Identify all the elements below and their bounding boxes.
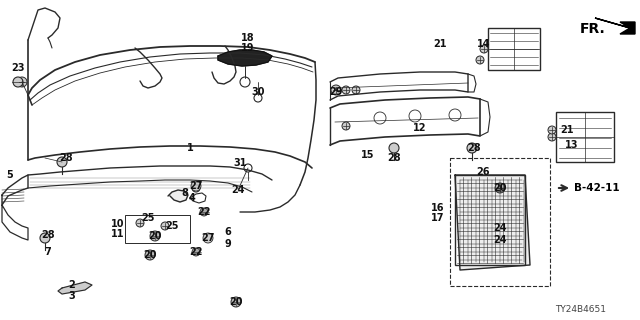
Text: 6: 6 <box>225 227 232 237</box>
Circle shape <box>231 297 241 307</box>
Circle shape <box>191 181 201 191</box>
Circle shape <box>161 222 169 230</box>
Text: 26: 26 <box>476 167 490 177</box>
Text: 28: 28 <box>59 153 73 163</box>
Circle shape <box>57 157 67 167</box>
Text: 22: 22 <box>189 247 203 257</box>
Text: 28: 28 <box>467 143 481 153</box>
Text: FR.: FR. <box>580 22 605 36</box>
Text: 30: 30 <box>252 87 265 97</box>
Text: TY24B4651: TY24B4651 <box>555 306 606 315</box>
Circle shape <box>40 233 50 243</box>
Text: 20: 20 <box>143 250 157 260</box>
Text: 27: 27 <box>189 181 203 191</box>
Polygon shape <box>455 175 530 270</box>
Circle shape <box>342 122 350 130</box>
Text: 2: 2 <box>68 280 76 290</box>
Text: 25: 25 <box>165 221 179 231</box>
Text: 22: 22 <box>197 207 211 217</box>
Text: 21: 21 <box>560 125 573 135</box>
Circle shape <box>548 126 556 134</box>
Bar <box>125 215 190 243</box>
Text: 1: 1 <box>187 143 193 153</box>
Circle shape <box>389 143 399 153</box>
Text: 20: 20 <box>493 183 507 193</box>
Circle shape <box>467 143 477 153</box>
Polygon shape <box>168 190 188 202</box>
Circle shape <box>548 133 556 141</box>
Circle shape <box>203 233 213 243</box>
Text: 21: 21 <box>433 39 447 49</box>
Text: 3: 3 <box>68 291 76 301</box>
Circle shape <box>496 184 504 192</box>
Text: 16: 16 <box>431 203 445 213</box>
Bar <box>488 28 540 70</box>
Text: 13: 13 <box>565 140 579 150</box>
Circle shape <box>136 219 144 227</box>
Text: 29: 29 <box>329 87 343 97</box>
Text: 12: 12 <box>413 123 427 133</box>
Text: 15: 15 <box>361 150 375 160</box>
Circle shape <box>480 45 488 53</box>
Text: 20: 20 <box>148 231 162 241</box>
Text: 24: 24 <box>493 223 507 233</box>
Text: 28: 28 <box>41 230 55 240</box>
Text: 9: 9 <box>225 239 232 249</box>
Text: 19: 19 <box>241 43 255 53</box>
Bar <box>556 112 614 162</box>
Text: 14: 14 <box>477 39 491 49</box>
Text: 7: 7 <box>45 247 51 257</box>
Circle shape <box>342 86 350 94</box>
Text: 31: 31 <box>233 158 247 168</box>
Polygon shape <box>58 282 92 294</box>
Circle shape <box>352 86 360 94</box>
Text: 11: 11 <box>111 229 125 239</box>
Text: 4: 4 <box>189 193 195 203</box>
Text: 25: 25 <box>141 213 155 223</box>
Bar <box>450 158 550 286</box>
Polygon shape <box>218 50 272 66</box>
Circle shape <box>13 77 23 87</box>
Text: B-42-11: B-42-11 <box>574 183 620 193</box>
Circle shape <box>200 208 208 216</box>
Circle shape <box>331 85 341 95</box>
Polygon shape <box>595 18 635 34</box>
Text: 18: 18 <box>241 33 255 43</box>
Text: 10: 10 <box>111 219 125 229</box>
Text: 20: 20 <box>229 297 243 307</box>
Text: 17: 17 <box>431 213 445 223</box>
Circle shape <box>17 77 27 87</box>
Circle shape <box>192 248 200 256</box>
Circle shape <box>495 183 505 193</box>
Text: 5: 5 <box>6 170 13 180</box>
Text: 24: 24 <box>493 235 507 245</box>
Circle shape <box>145 250 155 260</box>
Bar <box>455 175 525 265</box>
Circle shape <box>150 231 160 241</box>
Text: 27: 27 <box>201 233 215 243</box>
Text: 8: 8 <box>182 188 188 198</box>
Text: 24: 24 <box>231 185 244 195</box>
Text: 23: 23 <box>12 63 25 73</box>
Circle shape <box>476 56 484 64</box>
Text: 28: 28 <box>387 153 401 163</box>
